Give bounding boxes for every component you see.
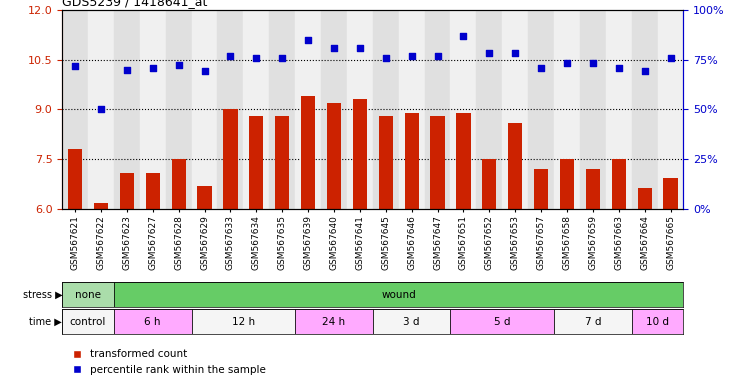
Bar xyxy=(197,186,212,209)
Point xyxy=(613,65,624,71)
Point xyxy=(354,45,366,51)
Text: 6 h: 6 h xyxy=(145,316,161,327)
Bar xyxy=(62,309,114,334)
Bar xyxy=(62,282,114,307)
Bar xyxy=(140,10,166,209)
Point xyxy=(510,50,521,56)
Bar xyxy=(404,113,419,209)
Text: 5 d: 5 d xyxy=(494,316,510,327)
Bar xyxy=(301,96,315,209)
Bar xyxy=(554,10,580,209)
Bar xyxy=(450,10,477,209)
Bar xyxy=(166,10,192,209)
Point xyxy=(664,55,676,61)
Bar xyxy=(431,116,444,209)
Point xyxy=(69,63,81,69)
Bar xyxy=(554,309,632,334)
Bar xyxy=(534,169,548,209)
Text: control: control xyxy=(70,316,106,327)
Point xyxy=(147,65,159,71)
Bar xyxy=(353,99,367,209)
Point xyxy=(328,45,340,51)
Bar xyxy=(321,10,347,209)
Point xyxy=(561,60,573,66)
Bar xyxy=(114,10,140,209)
Point xyxy=(380,55,392,61)
Bar xyxy=(379,116,393,209)
Bar xyxy=(88,10,114,209)
Point xyxy=(483,50,495,56)
Bar xyxy=(269,10,295,209)
Bar xyxy=(482,159,496,209)
Bar xyxy=(637,188,652,209)
Bar xyxy=(612,159,626,209)
Point xyxy=(458,33,469,39)
Point xyxy=(432,53,444,59)
Bar xyxy=(94,203,108,209)
Text: wound: wound xyxy=(382,290,416,300)
Bar xyxy=(218,10,243,209)
Bar xyxy=(114,309,192,334)
Bar xyxy=(192,10,218,209)
Bar xyxy=(658,10,683,209)
Bar xyxy=(120,173,134,209)
Bar xyxy=(192,309,295,334)
Bar xyxy=(68,149,82,209)
Bar xyxy=(373,10,398,209)
Point xyxy=(121,66,133,73)
Text: none: none xyxy=(75,290,101,300)
Bar xyxy=(450,309,554,334)
Point xyxy=(199,68,211,74)
Bar xyxy=(606,10,632,209)
Point xyxy=(535,65,547,71)
Point xyxy=(406,53,417,59)
Point xyxy=(251,55,262,61)
Legend: transformed count, percentile rank within the sample: transformed count, percentile rank withi… xyxy=(67,345,270,379)
Bar xyxy=(243,10,269,209)
Text: 10 d: 10 d xyxy=(646,316,669,327)
Text: 24 h: 24 h xyxy=(322,316,346,327)
Bar xyxy=(145,173,160,209)
Text: stress ▶: stress ▶ xyxy=(23,290,62,300)
Bar xyxy=(295,309,373,334)
Bar xyxy=(223,109,238,209)
Bar xyxy=(580,10,606,209)
Point xyxy=(639,68,651,74)
Bar xyxy=(373,309,450,334)
Text: 7 d: 7 d xyxy=(585,316,601,327)
Bar xyxy=(502,10,528,209)
Text: 12 h: 12 h xyxy=(232,316,255,327)
Bar xyxy=(295,10,321,209)
Bar xyxy=(632,10,658,209)
Bar xyxy=(586,169,600,209)
Text: 3 d: 3 d xyxy=(404,316,420,327)
Bar xyxy=(664,178,678,209)
Bar xyxy=(327,103,341,209)
Point xyxy=(302,36,314,43)
Point xyxy=(95,106,107,113)
Point xyxy=(587,60,599,66)
Bar xyxy=(632,309,683,334)
Point xyxy=(276,55,288,61)
Bar xyxy=(249,116,263,209)
Bar xyxy=(398,10,425,209)
Bar xyxy=(347,10,373,209)
Bar xyxy=(456,113,471,209)
Bar xyxy=(172,159,186,209)
Text: time ▶: time ▶ xyxy=(29,316,62,327)
Bar xyxy=(425,10,450,209)
Text: GDS5239 / 1418641_at: GDS5239 / 1418641_at xyxy=(62,0,208,8)
Bar xyxy=(477,10,502,209)
Bar xyxy=(62,10,88,209)
Bar xyxy=(560,159,574,209)
Point xyxy=(224,53,236,59)
Bar xyxy=(275,116,289,209)
Bar xyxy=(528,10,554,209)
Point xyxy=(173,61,184,68)
Bar xyxy=(508,123,523,209)
